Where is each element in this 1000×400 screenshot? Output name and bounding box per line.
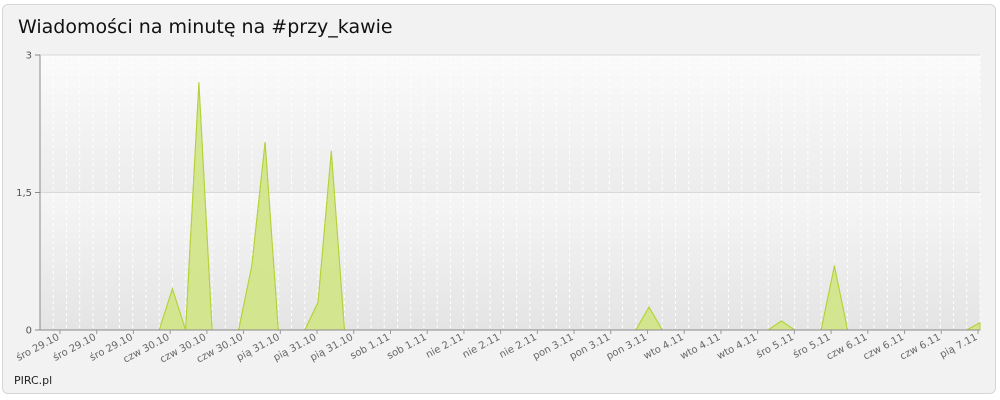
- x-tick-label: czw 6.11: [825, 332, 869, 363]
- series-area: [40, 82, 981, 331]
- x-tick-label: wto 4.11: [642, 332, 686, 362]
- x-tick-label: wto 4.11: [715, 332, 759, 362]
- x-tick-label: sob 1.11: [385, 332, 428, 362]
- x-tick-label: sob 1.11: [349, 332, 392, 362]
- credit-label: PIRC.pl: [14, 374, 53, 387]
- x-tick-label: pon 3.11: [605, 332, 649, 362]
- x-tick-label: czw 6.11: [898, 332, 942, 363]
- x-tick-label: pią 7.11: [938, 332, 979, 361]
- x-tick-label: nie 2.11: [424, 332, 465, 361]
- x-tick-label: wto 4.11: [679, 332, 723, 362]
- y-tick-labels: 01,53: [16, 51, 40, 337]
- x-tick-label: śro 5.11: [754, 331, 796, 361]
- y-tick-label: 0: [26, 326, 32, 337]
- x-tick-label: pon 3.11: [568, 332, 612, 362]
- x-tick-label: pon 3.11: [531, 332, 575, 362]
- y-tick-label: 3: [26, 51, 32, 62]
- x-tick-label: nie 2.11: [461, 332, 502, 361]
- x-tick-label: czw 6.11: [862, 332, 906, 363]
- y-tick-label: 1,5: [16, 188, 32, 199]
- vertical-gridlines: [39, 55, 981, 330]
- chart-title: Wiadomości na minutę na #przy_kawie: [18, 16, 393, 38]
